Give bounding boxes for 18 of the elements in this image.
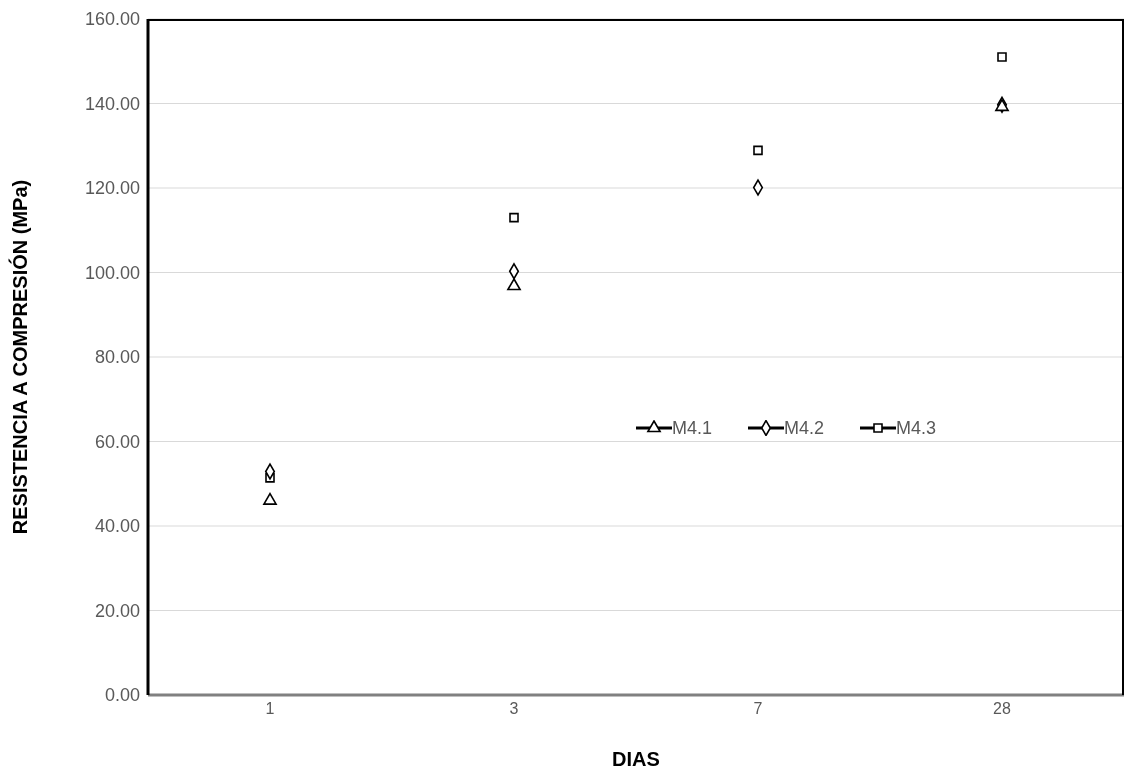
- y-tick-label: 140.00: [84, 93, 140, 114]
- legend-label: M4.3: [896, 417, 937, 439]
- y-tick-label: 60.00: [94, 431, 140, 452]
- x-tick-label: 28: [993, 700, 1011, 718]
- x-tick-label: 1: [265, 700, 275, 718]
- legend-label: M4.2: [784, 417, 825, 439]
- y-tick-label: 160.00: [84, 9, 140, 30]
- x-tick-label: 7: [753, 700, 763, 718]
- legend-label: M4.1: [672, 417, 713, 439]
- y-tick-label: 100.00: [84, 262, 140, 283]
- y-tick-label: 20.00: [94, 600, 140, 621]
- y-tick-label: 80.00: [94, 347, 140, 368]
- x-tick-label: 3: [509, 700, 519, 718]
- y-tick-label: 40.00: [94, 516, 140, 537]
- y-tick-label: 120.00: [84, 178, 140, 199]
- x-axis-title: DIAS: [612, 748, 660, 770]
- y-tick-label: 0.00: [104, 685, 140, 706]
- y-axis-title: RESISTENCIA A COMPRESIÓN (MPa): [8, 179, 32, 535]
